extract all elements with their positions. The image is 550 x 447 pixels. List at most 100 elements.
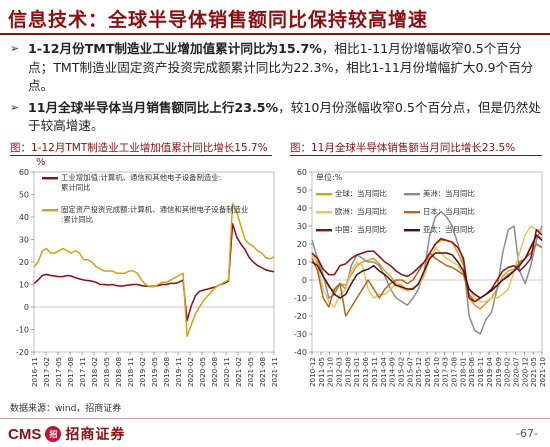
y-tick-label: 20 [297,240,307,249]
series-line [311,225,543,308]
right-chart-unit: 单位:% [316,172,343,182]
x-tick-label: 2017-02 [42,357,51,387]
x-tick-label: 2021-11 [270,357,279,387]
legend-swatch [404,211,420,214]
x-tick-label: 2019-11 [174,357,183,387]
x-tick-label: 2012-03 [335,357,344,387]
x-tick-label: 2015-12 [414,357,423,387]
y-tick-label: 50 [19,191,29,200]
x-tick-label: 2021-05 [246,357,255,387]
x-tick-label: 2017-08 [450,357,459,387]
title-divider [0,33,550,35]
x-tick-label: 2014-09 [388,357,397,387]
legend-label: :累计同比 [61,215,93,224]
legend-swatch [316,193,332,196]
y-tick-label: -20 [16,348,29,357]
legend-label: 欧洲：当月同比 [335,207,387,216]
page-title: 信息技术：全球半导体销售额同比保持较高增速 [8,9,429,31]
x-tick-label: 2021-10 [538,357,547,387]
company-name: 招商证券 [65,427,126,443]
y-tick-label: 40 [297,204,307,213]
left-chart-title: 图：1-12月TMT制造业工业增加值累计同比增长15.7% [10,142,268,154]
bullet-arrow-icon: ➢ [10,100,20,114]
x-tick-label: 2017-11 [78,357,87,387]
x-tick-label: 2020-08 [210,357,219,387]
y-tick-label: 0 [302,276,307,285]
x-tick-label: 2019-02 [138,357,147,387]
x-tick-label: 2019-05 [150,357,159,387]
series-line [33,202,275,338]
legend-swatch [42,177,58,180]
series-line [311,234,543,299]
x-tick-label: 2020-02 [186,357,195,387]
legend-swatch [42,209,58,212]
bullet-text: ，较10月份涨幅收窄0.5个百分点，但是仍然处于较高增速。 [28,99,541,134]
x-tick-label: 2013-11 [370,357,379,387]
x-tick-label: 2016-05 [423,357,432,387]
x-tick-label: 2010-12 [308,357,317,387]
x-tick-label: 2018-06 [467,357,476,387]
y-tick-label: 0 [24,303,29,312]
x-tick-label: 2017-08 [66,357,75,387]
y-tick-label: -20 [294,312,307,321]
y-tick-label: -40 [294,348,307,357]
left-chart-unit: % [36,157,46,168]
left-line-chart: -20 -10 0 10 20 30 40 50 60 2016-11 2017-02 2017-05… [16,168,279,387]
x-tick-label: 2021-02 [234,357,243,387]
bullet-list: ➢ 1-12月份TMT制造业工业增加值累计同比为15.7%，相比1-11月份增幅收… [10,40,542,139]
logo-badge-icon: 招 [45,426,62,442]
legend-swatch [404,229,420,232]
footer-divider [0,418,550,419]
data-source: 数据来源：wind，招商证券 [10,404,122,414]
y-tick-label: 60 [297,168,307,177]
x-tick-label: 2018-08 [114,357,123,387]
legend-swatch [316,229,332,232]
x-tick-label: 2019-04 [485,357,494,387]
bullet-text: ，相比1-11月份增幅收窄0.5个百分点；TMT制造业固定资产投资完成额累计同比… [28,41,534,94]
legend-label: 中国：当月同比 [335,225,387,234]
y-tick-label: 30 [19,236,29,245]
y-tick-label: 50 [297,186,307,195]
x-tick-label: 2020-05 [198,357,207,387]
x-tick-label: 2020-07 [511,357,520,387]
x-tick-label: 2016-10 [432,357,441,387]
x-tick-label: 2013-06 [361,357,370,387]
legend-label: 亚太：当月同比 [423,225,475,234]
series-line [311,236,543,310]
legend-label: 美洲：当月同比 [423,189,475,198]
logo-text: CMS [8,425,42,443]
x-tick-label: 2011-10 [326,357,335,387]
x-tick-label: 2019-09 [494,357,503,387]
x-tick-label: 2021-08 [258,357,267,387]
footer: CMS 招 招商证券 -67- [0,418,550,447]
legend-swatch [404,193,420,196]
x-tick-label: 2011-05 [317,357,326,387]
x-tick-label: 2018-11 [476,357,485,387]
x-tick-label: 2018-05 [102,357,111,387]
x-tick-label: 2013-01 [352,357,361,387]
bullet-bold: 1-12月份TMT制造业工业增加值累计同比为15.7% [28,41,322,56]
x-tick-label: 2018-01 [458,357,467,387]
y-tick-label: 40 [19,213,29,222]
legend-label: 累计同比 [61,183,91,192]
legend-label: 固定资产投资完成额:计算机、通信和其他电子设备制造业 [61,205,248,214]
legend-swatch [316,211,332,214]
y-tick-label: 30 [297,222,307,231]
y-tick-label: -30 [294,330,307,339]
series-line [311,210,543,335]
y-tick-label: 10 [19,281,29,290]
y-tick-label: -10 [16,326,29,335]
company-logo: CMS 招 招商证券 [8,424,125,444]
series-line [311,228,543,303]
x-tick-label: 2016-11 [30,357,39,387]
bullet-item-1: ➢ 1-12月份TMT制造业工业增加值累计同比为15.7%，相比1-11月份增幅收… [10,40,542,96]
x-tick-label: 2012-08 [343,357,352,387]
series-line [33,222,275,322]
left-chart-title-rule [10,155,272,156]
y-tick-label: 20 [19,258,29,267]
bullet-bold: 11月全球半导体当月销售额同比上行23.5% [28,99,279,115]
page-number: -67- [516,427,538,440]
x-tick-label: 2017-05 [54,357,63,387]
x-tick-label: 2017-03 [441,357,450,387]
